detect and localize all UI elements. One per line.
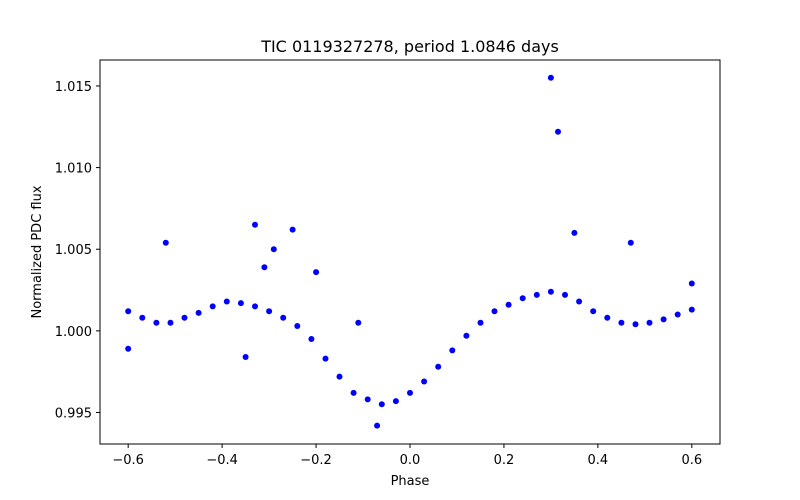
data-point	[125, 308, 132, 315]
data-point	[435, 363, 442, 370]
data-point	[519, 295, 526, 302]
x-tick-label: −0.6	[112, 453, 144, 468]
plot-frame	[99, 59, 721, 445]
x-tick-label: 0.6	[681, 453, 702, 468]
data-point	[571, 229, 578, 236]
data-point	[576, 298, 583, 305]
y-tick-label: 1.010	[55, 162, 92, 177]
y-tick-label: 1.005	[55, 243, 92, 258]
data-point	[449, 347, 456, 354]
x-tick-label: −0.4	[206, 453, 238, 468]
data-point	[167, 319, 174, 326]
data-point	[421, 378, 428, 385]
data-point	[162, 239, 169, 246]
x-axis-label: Phase	[391, 474, 430, 489]
data-point	[618, 319, 625, 326]
data-point	[547, 288, 554, 295]
data-point	[374, 422, 381, 429]
x-tick-label: −0.2	[300, 453, 332, 468]
x-tick-label: 0.4	[588, 453, 609, 468]
data-point	[139, 314, 146, 321]
data-point	[477, 319, 484, 326]
data-point	[270, 246, 277, 253]
data-point	[392, 398, 399, 405]
data-point	[378, 401, 385, 408]
data-point	[266, 308, 273, 315]
data-point	[632, 321, 639, 328]
data-point	[505, 301, 512, 308]
y-tick-label: 0.995	[55, 406, 92, 421]
data-point	[604, 314, 611, 321]
data-point	[355, 319, 362, 326]
data-point	[463, 332, 470, 339]
data-point	[590, 308, 597, 315]
data-point	[336, 373, 343, 380]
data-point	[547, 74, 554, 81]
data-point	[181, 314, 188, 321]
data-point	[280, 314, 287, 321]
y-tick-label: 1.015	[55, 80, 92, 95]
data-point	[153, 319, 160, 326]
data-point	[308, 336, 315, 342]
data-point	[252, 221, 258, 228]
x-axis-ticks: −0.6 −0.4 −0.2 0.0 0.2 0.4 0.6	[112, 444, 702, 468]
data-point	[195, 309, 202, 316]
x-tick-label: 0.2	[494, 453, 515, 468]
data-point	[627, 239, 634, 246]
data-point	[562, 291, 568, 298]
data-point	[223, 298, 230, 305]
data-point	[289, 226, 296, 233]
data-point	[407, 389, 413, 396]
data-point	[294, 323, 301, 329]
data-point	[252, 303, 258, 310]
data-point	[555, 128, 561, 135]
data-point	[209, 303, 216, 310]
data-point	[688, 280, 695, 287]
data-point	[364, 396, 371, 403]
data-point	[533, 291, 540, 298]
data-point	[491, 308, 498, 315]
data-point	[660, 316, 667, 323]
y-tick-label: 1.000	[55, 325, 92, 340]
scatter-points	[125, 74, 695, 429]
data-point	[242, 354, 249, 360]
chart-title: TIC 0119327278, period 1.0846 days	[260, 37, 559, 56]
data-point	[237, 300, 244, 307]
y-axis-ticks: 0.995 1.000 1.005 1.010 1.015	[55, 80, 100, 421]
data-point	[674, 311, 681, 318]
data-point	[322, 355, 329, 362]
data-point	[688, 306, 695, 313]
data-point	[313, 269, 320, 276]
x-tick-label: 0.0	[400, 453, 421, 468]
data-point	[125, 345, 132, 352]
data-point	[646, 319, 653, 326]
y-axis-label: Normalized PDC flux	[30, 185, 45, 318]
data-point	[261, 264, 268, 271]
data-point	[350, 389, 357, 396]
